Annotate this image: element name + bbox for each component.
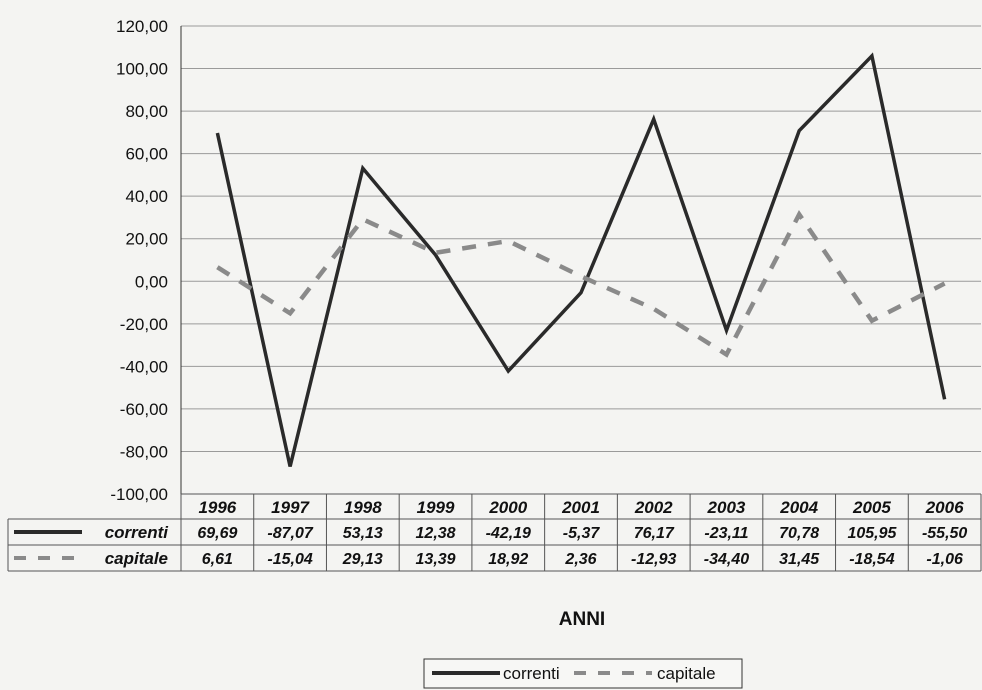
y-tick-label: 40,00 <box>125 187 168 206</box>
x-tick-label: 2006 <box>925 498 964 517</box>
data-label: 76,17 <box>634 525 675 542</box>
y-tick-label: 20,00 <box>125 230 168 249</box>
y-tick-label: 120,00 <box>116 17 168 36</box>
data-label: 12,38 <box>416 525 456 542</box>
y-tick-label: -80,00 <box>120 442 168 461</box>
y-tick-label: -60,00 <box>120 400 168 419</box>
x-tick-label: 2004 <box>779 498 818 517</box>
y-tick-label: 60,00 <box>125 145 168 164</box>
row-series-name: correnti <box>105 523 170 542</box>
y-tick-label: -20,00 <box>120 315 168 334</box>
data-label: -1,06 <box>926 551 963 568</box>
data-label: 31,45 <box>779 551 820 568</box>
data-table: 1996 1997 1998 1999 2000 2001 2002 2003 2004 2005… <box>7 493 982 572</box>
y-tick-label: 100,00 <box>116 60 168 79</box>
data-label: -23,11 <box>704 525 748 542</box>
data-label: 6,61 <box>202 551 233 568</box>
x-tick-label: 2005 <box>852 498 891 517</box>
legend: correnti capitale <box>423 658 743 689</box>
series-line-correnti <box>215 52 947 467</box>
row-series-name: capitale <box>105 549 168 568</box>
data-label: -87,07 <box>267 525 313 542</box>
data-label: -42,19 <box>486 525 531 542</box>
series-lines <box>215 52 947 467</box>
data-label: 2,36 <box>564 551 596 568</box>
x-tick-label: 2003 <box>707 498 746 517</box>
y-tick-label: 80,00 <box>125 102 168 121</box>
x-tick-label: 1999 <box>417 498 455 517</box>
x-tick-label: 2002 <box>634 498 673 517</box>
y-tick-label: -100,00 <box>110 485 168 504</box>
data-label: -12,93 <box>631 551 676 568</box>
data-label: 29,13 <box>342 551 383 568</box>
data-label: -55,50 <box>922 525 967 542</box>
data-label: -34,40 <box>704 551 749 568</box>
data-label: 18,92 <box>488 551 528 568</box>
x-tick-label: 2001 <box>561 498 600 517</box>
x-tick-label: 1998 <box>344 498 382 517</box>
y-tick-label: 0,00 <box>135 272 168 291</box>
x-tick-label: 1997 <box>271 498 310 517</box>
data-label: 105,95 <box>847 525 897 542</box>
data-label: -18,54 <box>849 551 894 568</box>
data-label: -15,04 <box>267 551 312 568</box>
x-tick-label: 1996 <box>198 498 236 517</box>
y-tick-label: -40,00 <box>120 357 168 376</box>
series-line-capitale <box>216 210 946 358</box>
legend-label-capitale: capitale <box>657 664 716 683</box>
y-axis-ticks: 120,00 100,00 80,00 60,00 40,00 20,00 0,00 -20,… <box>110 17 168 504</box>
legend-label-correnti: correnti <box>503 664 560 683</box>
x-tick-label: 2000 <box>488 498 527 517</box>
data-label: -5,37 <box>563 525 601 542</box>
data-label: 53,13 <box>343 525 383 542</box>
data-label: 69,69 <box>197 525 237 542</box>
x-axis-label: ANNI <box>559 609 605 630</box>
data-label: 70,78 <box>779 525 819 542</box>
data-label: 13,39 <box>416 551 456 568</box>
